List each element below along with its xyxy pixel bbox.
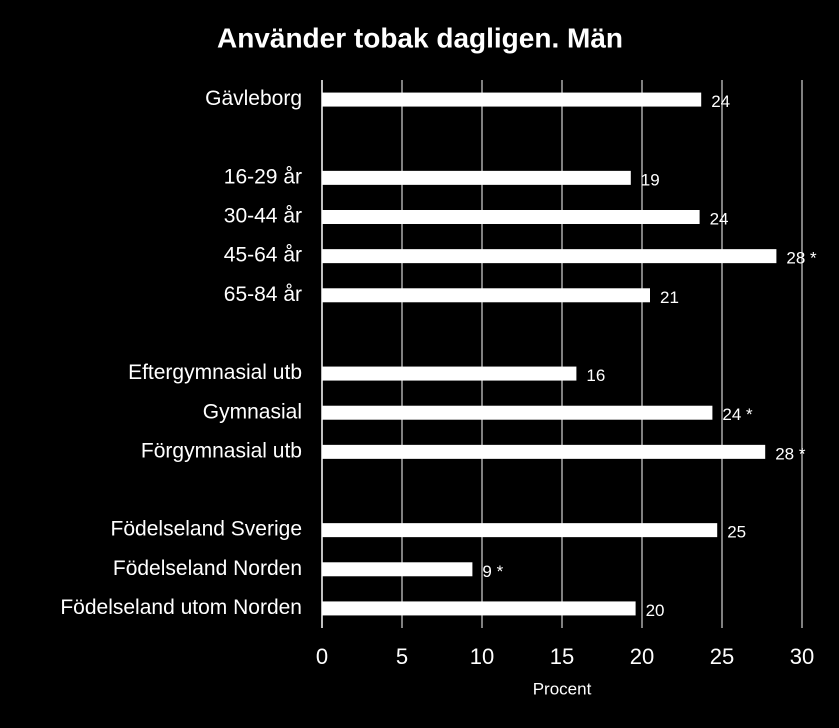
x-tick-label: 25 [710,644,734,669]
y-tick-label: 65-84 år [224,283,302,306]
x-tick-label: 20 [630,644,654,669]
bar [322,288,650,303]
value-label: 19 [641,170,660,189]
y-tick-label: 16-29 år [224,165,302,188]
y-tick-label: Födelseland Sverige [111,518,302,541]
bar [322,562,473,577]
bar [322,249,777,264]
value-label: 25 [727,523,746,542]
chart-title: Använder tobak dagligen. Män [217,22,623,53]
value-label: 20 [646,601,665,620]
value-label: 28 * [786,249,817,268]
value-label: 16 [586,366,605,385]
x-tick-label: 10 [470,644,494,669]
value-label: 24 * [722,405,753,424]
value-label: 21 [660,288,679,307]
value-label: 28 * [775,444,806,463]
bar [322,405,713,420]
x-tick-label: 30 [790,644,814,669]
x-axis-label: Procent [533,679,592,698]
bar [322,366,577,381]
bar [322,92,702,107]
value-label: 9 * [482,562,503,581]
y-tick-label: Eftergymnasial utb [128,361,302,384]
x-tick-label: 5 [396,644,408,669]
value-label: 24 [711,92,730,111]
bar [322,210,700,224]
y-tick-label: Gymnasial [203,400,302,423]
x-tick-label: 15 [550,644,574,669]
y-tick-label: 45-64 år [224,244,302,267]
y-tick-label: Gävleborg [205,87,302,110]
y-tick-label: Förgymnasial utb [141,439,302,462]
y-tick-label: Födelseland Norden [113,557,302,580]
value-label: 24 [710,209,729,228]
y-tick-label: Födelseland utom Norden [60,596,302,619]
y-tick-label: 30-44 år [224,205,302,228]
bar [322,444,766,459]
bar [322,523,718,538]
bar [322,601,636,616]
x-tick-label: 0 [316,644,328,669]
bar [322,170,631,185]
